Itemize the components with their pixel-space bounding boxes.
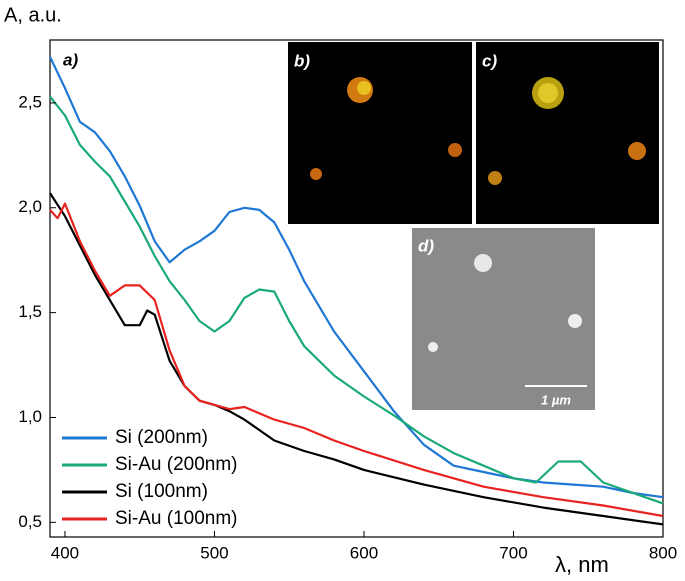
series-line	[49, 202, 664, 518]
legend-label: Si (200nm)	[115, 427, 208, 448]
y-tick-label: 1,0	[18, 407, 42, 426]
legend-label: Si-Au (100nm)	[115, 508, 238, 529]
annotation: c)	[482, 51, 497, 70]
inset-b	[288, 42, 472, 224]
legend-label: Si-Au (200nm)	[115, 454, 238, 475]
annotation: a)	[63, 50, 78, 69]
y-tick-label: 2,0	[18, 197, 42, 216]
annotation: b)	[294, 51, 310, 70]
legend-label: Si (100nm)	[115, 481, 208, 502]
x-tick-label: 400	[51, 543, 79, 562]
series-line	[49, 95, 664, 505]
y-tick-label: 0,5	[18, 512, 42, 531]
annotation: d)	[418, 236, 434, 255]
curves	[49, 56, 664, 526]
x-tick-label: 600	[350, 543, 378, 562]
x-tick-label: 800	[649, 543, 677, 562]
y-tick-label: 2,5	[18, 92, 42, 111]
x-tick-label: 500	[200, 543, 228, 562]
annotation: 1 µm	[541, 392, 571, 407]
y-axis-label: A, a.u.	[4, 4, 62, 26]
inset-c	[476, 42, 659, 224]
x-axis-label: λ, nm	[555, 552, 609, 577]
x-tick-label: 700	[499, 543, 527, 562]
y-tick-label: 1,5	[18, 302, 42, 321]
inset-d	[412, 228, 595, 410]
plot-frame	[49, 39, 664, 538]
